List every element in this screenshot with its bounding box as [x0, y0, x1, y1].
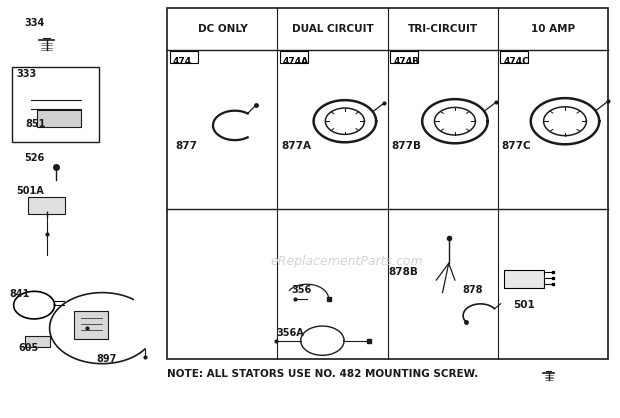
- Bar: [390, 51, 418, 63]
- Bar: [280, 51, 308, 63]
- Text: 526: 526: [24, 153, 44, 163]
- Text: 877C: 877C: [502, 141, 531, 151]
- Text: 501: 501: [513, 300, 535, 310]
- Text: 356: 356: [291, 285, 312, 295]
- Bar: [167, 8, 608, 359]
- Text: 474: 474: [173, 57, 192, 66]
- Text: 897: 897: [96, 354, 117, 364]
- Text: eReplacementParts.com: eReplacementParts.com: [271, 255, 423, 268]
- Text: DC ONLY: DC ONLY: [198, 24, 247, 34]
- Text: 474C: 474C: [503, 57, 529, 66]
- Text: 878B: 878B: [388, 267, 418, 277]
- Text: 605: 605: [19, 343, 39, 353]
- Bar: [503, 270, 544, 288]
- Bar: [28, 197, 65, 214]
- Text: 474B: 474B: [393, 57, 419, 66]
- Text: 334: 334: [24, 18, 44, 28]
- Text: TRI-CIRCUIT: TRI-CIRCUIT: [407, 24, 477, 34]
- Text: 10 AMP: 10 AMP: [531, 24, 575, 34]
- Bar: [12, 67, 99, 142]
- Text: 841: 841: [9, 289, 30, 299]
- Bar: [37, 110, 81, 127]
- Text: DUAL CIRCUIT: DUAL CIRCUIT: [291, 24, 373, 34]
- Bar: [500, 51, 528, 63]
- Text: NOTE: ALL STATORS USE NO. 482 MOUNTING SCREW.: NOTE: ALL STATORS USE NO. 482 MOUNTING S…: [167, 369, 478, 379]
- Text: 877B: 877B: [391, 141, 421, 151]
- Text: 851: 851: [25, 120, 45, 130]
- Text: 878: 878: [462, 285, 482, 295]
- Text: 333: 333: [17, 69, 37, 79]
- Bar: [170, 51, 198, 63]
- Text: 501A: 501A: [17, 186, 45, 196]
- Text: 474A: 474A: [283, 57, 309, 66]
- Text: 877: 877: [175, 141, 197, 151]
- Text: 356A: 356A: [276, 329, 304, 339]
- Text: 877A: 877A: [281, 141, 311, 151]
- Bar: [74, 311, 108, 339]
- Bar: [25, 336, 50, 347]
